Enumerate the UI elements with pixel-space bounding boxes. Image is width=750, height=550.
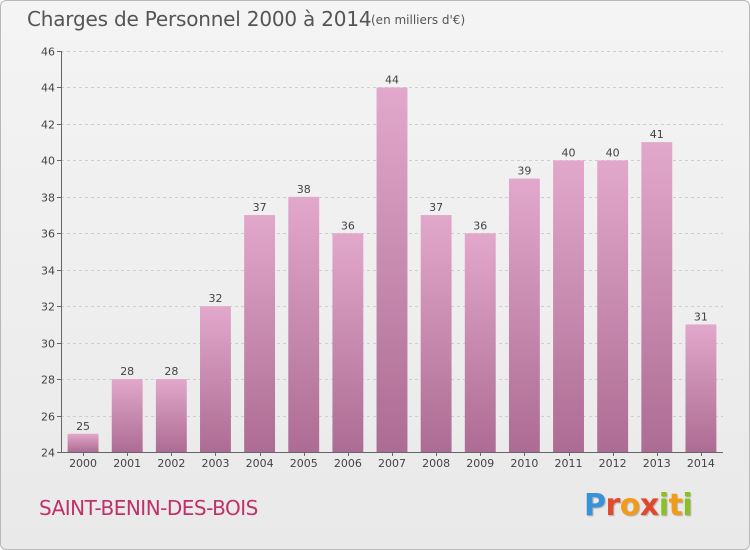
x-tick-label: 2006 bbox=[334, 457, 362, 470]
data-label: 36 bbox=[341, 219, 355, 232]
logo-letter: i bbox=[682, 488, 693, 523]
data-label: 41 bbox=[650, 128, 664, 141]
y-tick-label: 30 bbox=[41, 338, 55, 351]
bar bbox=[597, 160, 629, 452]
logo-letter: r bbox=[605, 488, 621, 523]
y-tick-label: 46 bbox=[41, 46, 55, 59]
bar bbox=[288, 196, 320, 452]
x-tick-label: 2013 bbox=[643, 457, 671, 470]
data-label: 28 bbox=[120, 365, 134, 378]
data-label: 37 bbox=[429, 201, 443, 214]
bar bbox=[244, 215, 276, 452]
data-label: 25 bbox=[76, 420, 90, 433]
logo-letter: x bbox=[639, 488, 659, 523]
x-tick-label: 2014 bbox=[687, 457, 715, 470]
y-tick-label: 32 bbox=[41, 301, 55, 314]
data-label: 39 bbox=[517, 165, 531, 178]
axes: 24 26 28 30 32 34 36 38 40 42 44 46 2000 2001 2002 2003… bbox=[41, 46, 723, 470]
y-tick-label: 40 bbox=[41, 155, 55, 168]
logo-letter: o bbox=[619, 488, 641, 523]
bar bbox=[641, 142, 673, 453]
x-tick-label: 2012 bbox=[599, 457, 627, 470]
data-label: 37 bbox=[253, 201, 267, 214]
logo-letter: t bbox=[668, 488, 683, 523]
data-label: 40 bbox=[606, 146, 620, 159]
data-label: 44 bbox=[385, 73, 399, 86]
chart-title: Charges de Personnel 2000 à 2014 bbox=[27, 7, 372, 31]
y-tick-label: 36 bbox=[41, 228, 55, 241]
y-tick-label: 44 bbox=[41, 82, 55, 95]
data-label: 38 bbox=[297, 183, 311, 196]
y-tick-label: 42 bbox=[41, 119, 55, 132]
data-label: 36 bbox=[473, 219, 487, 232]
x-tick-label: 2009 bbox=[466, 457, 494, 470]
bar bbox=[332, 233, 364, 452]
x-tick-label: 2000 bbox=[69, 457, 97, 470]
x-tick-label: 2010 bbox=[510, 457, 538, 470]
bar bbox=[111, 379, 143, 452]
bar bbox=[200, 306, 231, 452]
bar bbox=[376, 87, 408, 453]
chart-unit: (en milliers d'€) bbox=[371, 13, 466, 27]
bar bbox=[464, 233, 496, 452]
bar bbox=[155, 379, 187, 452]
x-tick-label: 2004 bbox=[246, 457, 274, 470]
y-tick-label: 34 bbox=[41, 265, 55, 278]
bar bbox=[508, 178, 540, 452]
bars: 25 28 28 32 37 38 36 44 37 36 39 40 40 41 31 bbox=[67, 73, 717, 453]
x-tick-label: 2005 bbox=[290, 457, 318, 470]
data-label: 32 bbox=[208, 292, 222, 305]
y-tick-label: 26 bbox=[41, 411, 55, 424]
y-tick-label: 38 bbox=[41, 192, 55, 205]
proxiti-logo: Proxiti bbox=[584, 488, 693, 523]
bar bbox=[420, 215, 452, 452]
x-tick-label: 2001 bbox=[113, 457, 141, 470]
bar bbox=[553, 160, 584, 452]
x-tick-label: 2011 bbox=[555, 457, 583, 470]
data-label: 31 bbox=[694, 310, 708, 323]
y-tick-label: 24 bbox=[41, 447, 55, 460]
y-tick-label: 28 bbox=[41, 374, 55, 387]
x-tick-label: 2007 bbox=[378, 457, 406, 470]
x-tick-label: 2003 bbox=[201, 457, 229, 470]
bar bbox=[67, 433, 99, 452]
logo-letter: i bbox=[658, 488, 669, 523]
logo-letter: P bbox=[584, 488, 606, 523]
bar bbox=[685, 324, 717, 452]
commune-name: SAINT-BENIN-DES-BOIS bbox=[39, 496, 258, 520]
x-tick-label: 2002 bbox=[157, 457, 185, 470]
x-tick-label: 2008 bbox=[422, 457, 450, 470]
data-label: 28 bbox=[164, 365, 178, 378]
data-label: 40 bbox=[562, 146, 576, 159]
